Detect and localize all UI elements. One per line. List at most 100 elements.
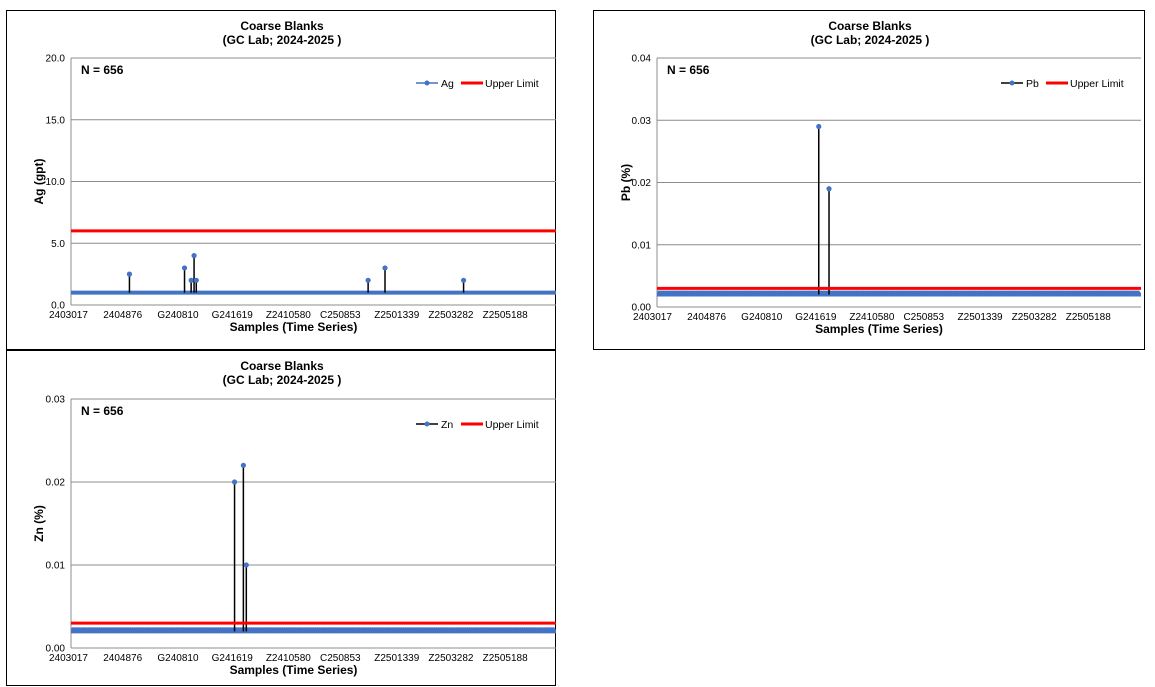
data-point (710, 290, 714, 294)
data-point (668, 290, 672, 294)
data-point (196, 627, 201, 631)
data-point (432, 627, 436, 631)
data-point (333, 627, 337, 631)
data-point (461, 627, 465, 631)
series-group (657, 123, 1141, 297)
data-point (194, 627, 198, 631)
legend-marker (1009, 80, 1015, 86)
data-point (727, 290, 731, 294)
data-point (1108, 290, 1112, 294)
data-point (89, 627, 93, 631)
data-point (296, 627, 300, 631)
data-point (397, 627, 401, 631)
spike-point (60, 278, 65, 283)
data-point (113, 627, 117, 631)
data-point (958, 290, 962, 294)
data-point (670, 290, 674, 294)
data-point (1055, 290, 1059, 294)
data-point (1114, 290, 1118, 294)
data-point (978, 290, 982, 294)
data-point (1033, 290, 1037, 294)
data-point (527, 627, 531, 631)
data-point (716, 290, 720, 294)
data-point (793, 290, 797, 294)
data-point (75, 627, 80, 631)
data-point (161, 627, 165, 631)
data-point (905, 290, 910, 294)
data-point (984, 290, 989, 294)
data-point (1042, 290, 1046, 294)
data-point (362, 627, 366, 631)
data-point (1017, 290, 1022, 294)
data-point (219, 627, 223, 631)
data-point (738, 290, 742, 294)
x-tick-label: 2404876 (103, 310, 142, 321)
spike-point (460, 277, 467, 283)
data-point (820, 290, 824, 294)
data-point (767, 290, 771, 294)
x-tick-label: G241619 (212, 310, 254, 321)
data-point (892, 290, 896, 294)
data-point (951, 290, 956, 294)
data-point (872, 290, 877, 294)
y-tick-label: 0.03 (46, 395, 66, 406)
data-point (258, 627, 262, 631)
x-tick-label: Z2501339 (374, 653, 419, 664)
data-point (78, 627, 82, 631)
data-point (434, 627, 439, 631)
data-point (811, 290, 815, 294)
data-point (743, 290, 747, 294)
chart-panel-ag: Coarse Blanks (GC Lab; 2024-2025 ) 0.0 5.0 1… (6, 10, 556, 350)
y-tick-label: 20.0 (46, 54, 66, 65)
data-point (758, 290, 762, 294)
data-point (152, 627, 157, 631)
data-point (943, 290, 947, 294)
data-point (201, 627, 205, 631)
data-point (956, 290, 960, 294)
data-point (324, 627, 328, 631)
data-point (776, 290, 780, 294)
data-point (1037, 290, 1041, 294)
data-point (536, 627, 540, 631)
data-point (348, 627, 353, 631)
data-point (100, 627, 104, 631)
data-point (540, 627, 544, 631)
data-point (516, 627, 520, 631)
data-point (342, 627, 346, 631)
data-point (791, 290, 795, 294)
y-tick-label: 15.0 (46, 115, 66, 126)
data-point (1050, 290, 1055, 294)
data-point (395, 627, 399, 631)
data-point (1121, 290, 1125, 294)
data-point (987, 290, 991, 294)
spike-point (826, 186, 832, 192)
data-point (459, 627, 463, 631)
data-point (412, 627, 417, 631)
data-point (1099, 290, 1103, 294)
data-point (388, 627, 392, 631)
data-point (329, 627, 333, 631)
series-group (60, 229, 556, 295)
data-point (291, 627, 295, 631)
data-point (289, 627, 293, 631)
data-point (124, 627, 128, 631)
data-point (1110, 290, 1114, 294)
y-tick-label: 0.01 (632, 240, 652, 251)
data-point (379, 627, 384, 631)
data-point (1011, 290, 1015, 294)
data-point (335, 627, 339, 631)
spike-point (188, 277, 194, 283)
data-point (694, 290, 698, 294)
chart-panel-zn: Coarse Blanks (GC Lab; 2024-2025 ) 0.00 0.0… (6, 350, 556, 686)
data-point (868, 290, 872, 294)
data-point (1123, 290, 1127, 294)
data-point (1046, 290, 1050, 294)
data-point (1004, 290, 1008, 294)
legend-label-series: Ag (441, 78, 454, 90)
x-tick-label: 2403017 (633, 312, 672, 323)
x-tick-label: G241619 (212, 653, 254, 664)
y-tick-label: 0.02 (46, 478, 66, 489)
data-point (111, 627, 115, 631)
data-point (445, 627, 450, 631)
data-point (962, 290, 967, 294)
